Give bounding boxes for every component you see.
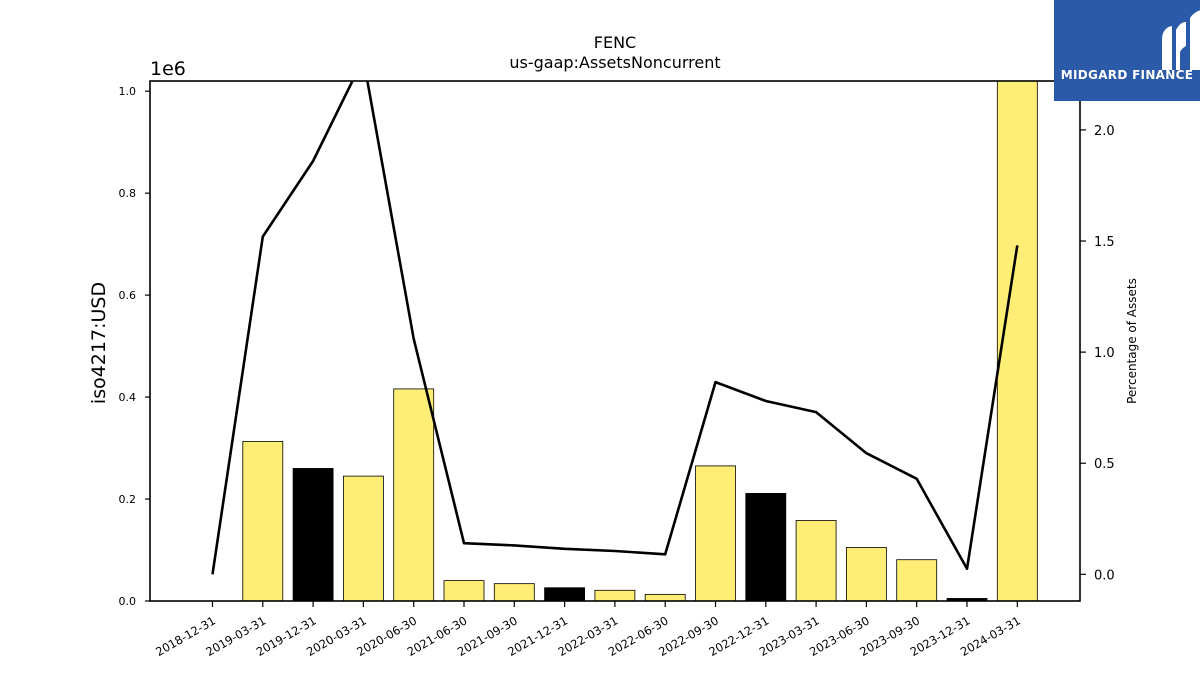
- x-ticks: 2018-12-312019-03-312019-12-312020-03-31…: [153, 601, 1023, 659]
- bar-2020-06-30: [393, 388, 435, 602]
- y2-tick-label: 1.5: [1094, 235, 1115, 250]
- bar-2022-06-30: [644, 593, 686, 602]
- chart-subtitle: us-gaap:AssetsNoncurrent: [509, 53, 720, 72]
- logo-mark-icon: [1162, 10, 1200, 70]
- y2-tick-label: 0.5: [1094, 457, 1115, 472]
- logo-text: MIDGARD FINANCE: [1060, 68, 1194, 82]
- y-tick-label: 0.2: [119, 493, 137, 506]
- bar-2022-03-31: [594, 589, 636, 602]
- bar-2020-03-31: [342, 475, 384, 602]
- bar-2023-09-30: [896, 559, 938, 602]
- y-tick-label: 0.4: [119, 391, 137, 404]
- bar-2019-03-31: [242, 441, 284, 602]
- y-tick-label: 0.6: [119, 289, 137, 302]
- y-tick-label: 1.0: [119, 85, 137, 98]
- bar-2021-06-30: [443, 580, 485, 602]
- y-tick-label: 0.8: [119, 187, 137, 200]
- bar-2019-12-31: [292, 468, 334, 602]
- bar-2021-12-31: [544, 587, 585, 602]
- brand-logo: MIDGARD FINANCE: [1054, 0, 1200, 101]
- y2-tick-label: 2.0: [1094, 124, 1115, 139]
- y2-tick-label: 1.0: [1094, 346, 1115, 361]
- bars-group: [242, 80, 1038, 602]
- y-tick-label: 0.0: [119, 595, 137, 608]
- bar-2022-12-31: [745, 493, 787, 602]
- line-group: [211, 81, 1019, 575]
- bar-2024-03-31: [996, 80, 1038, 602]
- bar-2023-06-30: [846, 547, 887, 602]
- y-ticks: 0.0 0.2 0.4 0.6 0.8 1.0: [119, 85, 150, 608]
- chart-title: FENC: [594, 33, 636, 52]
- bar-2022-09-30: [695, 465, 736, 602]
- y-offset-label: 1e6: [150, 58, 186, 80]
- y2-axis-label: Percentage of Assets: [1125, 278, 1139, 404]
- bar-2021-09-30: [493, 583, 535, 602]
- y2-ticks: 0.0 0.5 1.0 1.5 2.0: [1080, 124, 1115, 583]
- line-series: [211, 81, 1019, 575]
- y2-tick-label: 0.0: [1094, 568, 1115, 583]
- y-axis-label: iso4217:USD: [88, 282, 110, 404]
- bar-2023-03-31: [795, 520, 837, 602]
